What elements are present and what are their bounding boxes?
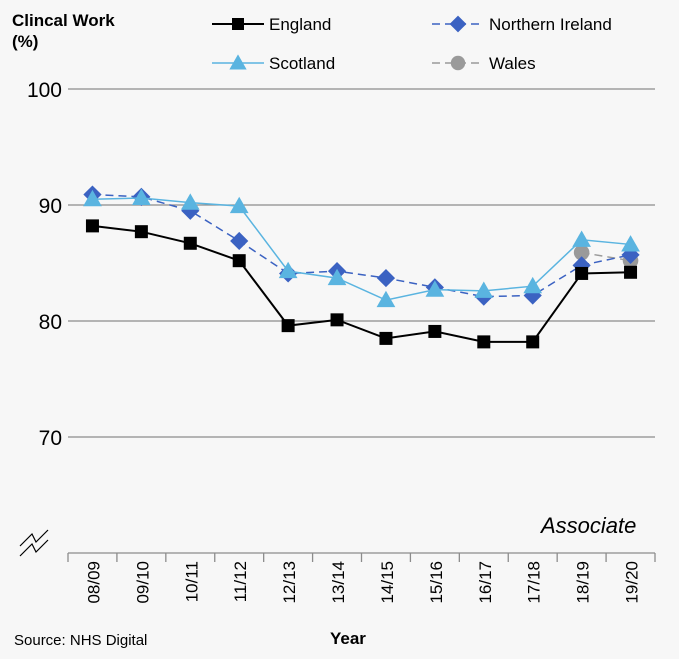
y-tick-label-80: 80 xyxy=(39,311,62,334)
northern-ireland-line xyxy=(92,193,631,298)
england-line xyxy=(92,224,631,343)
x-tick-label: 17/18 xyxy=(525,561,544,604)
x-tick-label: 15/16 xyxy=(427,561,446,604)
northern-ireland-point xyxy=(376,268,396,288)
england-point xyxy=(624,265,638,279)
england-point xyxy=(526,335,540,349)
x-tick-label: 19/20 xyxy=(623,561,642,604)
x-tick-label: 11/12 xyxy=(231,561,250,602)
x-tick-label: 13/14 xyxy=(329,561,348,604)
wales-point xyxy=(573,244,590,261)
england-point xyxy=(85,219,99,233)
legend-wales-marker xyxy=(450,55,466,71)
x-tick-label: 09/10 xyxy=(133,561,152,604)
x-tick-label: 12/13 xyxy=(280,561,299,604)
northern-ireland-point xyxy=(523,286,542,305)
england-point xyxy=(477,335,491,349)
scotland-point xyxy=(621,235,640,252)
source-note: Source: NHS Digital xyxy=(14,632,148,649)
axis-break-mark xyxy=(19,539,49,557)
scotland-point xyxy=(229,196,249,214)
england-point xyxy=(281,319,295,333)
legend-scotland-marker xyxy=(229,54,247,70)
x-tick-label: 08/09 xyxy=(84,561,103,604)
scotland-line xyxy=(92,197,631,301)
x-tick-label: 10/11 xyxy=(182,561,201,602)
legend-northern-ireland-marker xyxy=(449,15,467,33)
scotland-point xyxy=(474,281,494,298)
y-tick-label-70: 70 xyxy=(39,427,62,450)
england-point xyxy=(428,324,442,338)
scotland-point xyxy=(278,261,298,279)
legend-northern-ireland-label: Northern Ireland xyxy=(489,15,612,34)
legend-scotland-label: Scotland xyxy=(269,54,335,73)
northern-ireland-point xyxy=(230,231,249,251)
y-axis-title: Clincal Work (%) xyxy=(12,10,115,52)
y-axis-title-line2: (%) xyxy=(12,32,39,51)
england-point xyxy=(183,236,197,250)
scotland-point xyxy=(572,230,591,247)
england-point xyxy=(330,313,344,327)
y-axis-title-line1: Clincal Work xyxy=(12,11,115,30)
x-tick-label: 16/17 xyxy=(476,561,495,604)
england-point xyxy=(575,266,589,280)
y-tick-label-100: 100 xyxy=(27,79,62,102)
england-point xyxy=(232,254,246,268)
scotland-point xyxy=(83,189,102,207)
x-tick-label: 14/15 xyxy=(378,561,397,604)
england-point xyxy=(379,331,393,345)
axis-break-mark xyxy=(19,529,49,547)
legend-england-marker xyxy=(232,18,244,30)
scotland-point xyxy=(425,280,445,297)
scotland-point xyxy=(180,193,200,210)
wales-line xyxy=(581,251,631,262)
legend-england-label: England xyxy=(269,15,331,34)
chart-annotation: Associate xyxy=(541,513,637,538)
scotland-point xyxy=(523,276,543,294)
y-tick-label-90: 90 xyxy=(39,195,62,218)
x-tick-label: 18/19 xyxy=(574,561,593,604)
scotland-point xyxy=(327,268,347,286)
scotland-point xyxy=(376,290,396,308)
x-axis-title: Year xyxy=(330,629,366,648)
legend-wales-label: Wales xyxy=(489,54,536,73)
england-point xyxy=(134,225,148,239)
scotland-point xyxy=(132,188,151,206)
